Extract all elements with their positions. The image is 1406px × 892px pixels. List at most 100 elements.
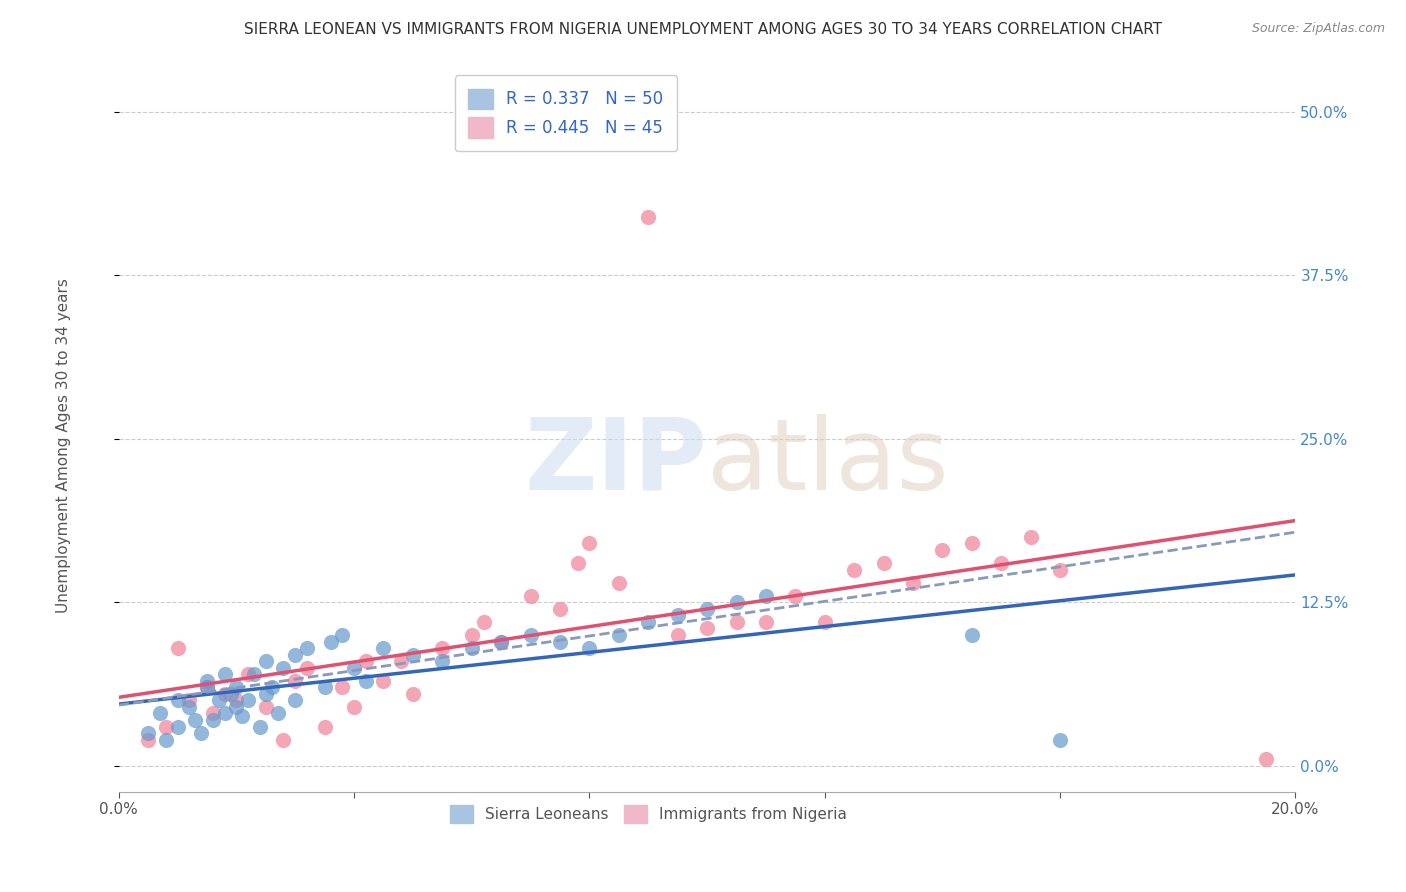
Point	[373, 641, 395, 656]
Point	[607, 628, 630, 642]
Point	[136, 726, 159, 740]
Point	[284, 673, 307, 688]
Point	[249, 720, 271, 734]
Point	[373, 673, 395, 688]
Point	[637, 615, 659, 629]
Point	[190, 726, 212, 740]
Point	[214, 687, 236, 701]
Point	[755, 589, 778, 603]
Point	[567, 556, 589, 570]
Point	[295, 641, 318, 656]
Point	[208, 693, 231, 707]
Point	[284, 648, 307, 662]
Point	[578, 641, 600, 656]
Text: SIERRA LEONEAN VS IMMIGRANTS FROM NIGERIA UNEMPLOYMENT AMONG AGES 30 TO 34 YEARS: SIERRA LEONEAN VS IMMIGRANTS FROM NIGERI…	[243, 22, 1163, 37]
Point	[461, 628, 484, 642]
Point	[201, 706, 224, 721]
Point	[755, 615, 778, 629]
Point	[696, 602, 718, 616]
Point	[519, 589, 541, 603]
Point	[1019, 530, 1042, 544]
Point	[149, 706, 172, 721]
Point	[195, 681, 218, 695]
Point	[1049, 732, 1071, 747]
Text: Unemployment Among Ages 30 to 34 years: Unemployment Among Ages 30 to 34 years	[56, 278, 70, 614]
Point	[214, 667, 236, 681]
Point	[960, 536, 983, 550]
Point	[785, 589, 807, 603]
Point	[295, 661, 318, 675]
Point	[201, 713, 224, 727]
Point	[432, 654, 454, 668]
Point	[548, 634, 571, 648]
Point	[607, 575, 630, 590]
Point	[489, 634, 512, 648]
Point	[155, 732, 177, 747]
Point	[1049, 563, 1071, 577]
Point	[314, 681, 336, 695]
Text: ZIP: ZIP	[524, 414, 707, 511]
Point	[472, 615, 495, 629]
Point	[814, 615, 837, 629]
Point	[330, 628, 353, 642]
Point	[725, 595, 748, 609]
Point	[195, 673, 218, 688]
Point	[225, 693, 247, 707]
Point	[489, 634, 512, 648]
Point	[872, 556, 894, 570]
Point	[195, 681, 218, 695]
Point	[844, 563, 866, 577]
Point	[725, 615, 748, 629]
Point	[637, 210, 659, 224]
Point	[219, 687, 242, 701]
Point	[238, 693, 260, 707]
Text: atlas: atlas	[707, 414, 949, 511]
Point	[990, 556, 1012, 570]
Point	[225, 681, 247, 695]
Point	[214, 706, 236, 721]
Point	[343, 700, 366, 714]
Point	[402, 687, 425, 701]
Point	[273, 661, 295, 675]
Point	[1254, 752, 1277, 766]
Point	[432, 641, 454, 656]
Point	[901, 575, 924, 590]
Point	[238, 667, 260, 681]
Point	[179, 693, 201, 707]
Point	[231, 709, 253, 723]
Point	[960, 628, 983, 642]
Point	[166, 720, 188, 734]
Point	[314, 720, 336, 734]
Point	[166, 641, 188, 656]
Point	[461, 641, 484, 656]
Point	[254, 700, 277, 714]
Point	[243, 667, 266, 681]
Point	[155, 720, 177, 734]
Point	[548, 602, 571, 616]
Point	[666, 608, 689, 623]
Point	[519, 628, 541, 642]
Point	[319, 634, 342, 648]
Point	[284, 693, 307, 707]
Point	[330, 681, 353, 695]
Point	[166, 693, 188, 707]
Point	[136, 732, 159, 747]
Point	[389, 654, 412, 668]
Point	[225, 700, 247, 714]
Point	[354, 673, 377, 688]
Point	[254, 687, 277, 701]
Point	[179, 700, 201, 714]
Point	[931, 543, 953, 558]
Point	[184, 713, 207, 727]
Point	[666, 628, 689, 642]
Text: Source: ZipAtlas.com: Source: ZipAtlas.com	[1251, 22, 1385, 36]
Point	[402, 648, 425, 662]
Point	[696, 622, 718, 636]
Point	[578, 536, 600, 550]
Legend: Sierra Leoneans, Immigrants from Nigeria: Sierra Leoneans, Immigrants from Nigeria	[437, 792, 859, 836]
Point	[254, 654, 277, 668]
Point	[354, 654, 377, 668]
Point	[343, 661, 366, 675]
Point	[260, 681, 283, 695]
Point	[273, 732, 295, 747]
